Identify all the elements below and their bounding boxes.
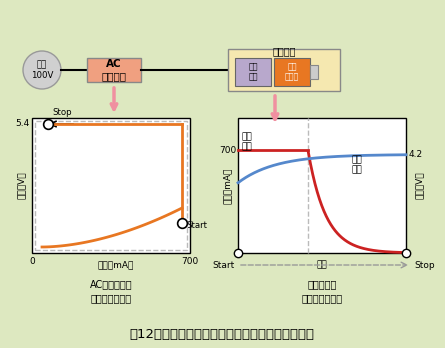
Text: 電圧（V）: 電圧（V） — [414, 172, 424, 199]
Text: 図12　リチウムイオン電池の充電制御と共通仕様: 図12 リチウムイオン電池の充電制御と共通仕様 — [129, 327, 315, 340]
FancyBboxPatch shape — [274, 58, 310, 86]
FancyBboxPatch shape — [238, 118, 406, 253]
FancyBboxPatch shape — [87, 58, 141, 82]
Text: 電流: 電流 — [242, 142, 253, 151]
FancyBboxPatch shape — [32, 118, 190, 253]
Text: 電池: 電池 — [242, 133, 253, 142]
Text: 5.4: 5.4 — [16, 119, 30, 128]
Text: 時間: 時間 — [317, 261, 328, 269]
Text: 電流（mA）: 電流（mA） — [222, 167, 231, 204]
Text: 4.2: 4.2 — [409, 150, 423, 159]
Text: 電流（mA）: 電流（mA） — [98, 261, 134, 269]
Text: 0: 0 — [29, 256, 35, 266]
Text: 電池: 電池 — [351, 156, 362, 165]
Text: ACアダプタの
電流・電圧特性: ACアダプタの 電流・電圧特性 — [90, 279, 132, 303]
FancyBboxPatch shape — [235, 58, 271, 86]
Text: 交流
100V: 交流 100V — [31, 60, 53, 80]
Text: 充電
回路: 充電 回路 — [248, 62, 258, 82]
Text: AC
アダプタ: AC アダプタ — [101, 59, 126, 81]
Text: 移動端末: 移動端末 — [272, 46, 296, 56]
Text: 電池
パック: 電池 パック — [285, 62, 299, 82]
Circle shape — [23, 51, 61, 89]
Text: Start: Start — [186, 221, 207, 229]
Text: Stop: Stop — [52, 108, 72, 117]
Text: 充電回路の
電流・電圧特性: 充電回路の 電流・電圧特性 — [301, 279, 343, 303]
Text: 電圧（V）: 電圧（V） — [16, 172, 25, 199]
Text: Stop: Stop — [414, 261, 435, 269]
Text: 700: 700 — [219, 146, 236, 155]
FancyBboxPatch shape — [310, 65, 318, 79]
Text: Start: Start — [213, 261, 235, 269]
FancyBboxPatch shape — [228, 49, 340, 91]
Text: 電圧: 電圧 — [351, 165, 362, 174]
Text: 700: 700 — [182, 256, 198, 266]
